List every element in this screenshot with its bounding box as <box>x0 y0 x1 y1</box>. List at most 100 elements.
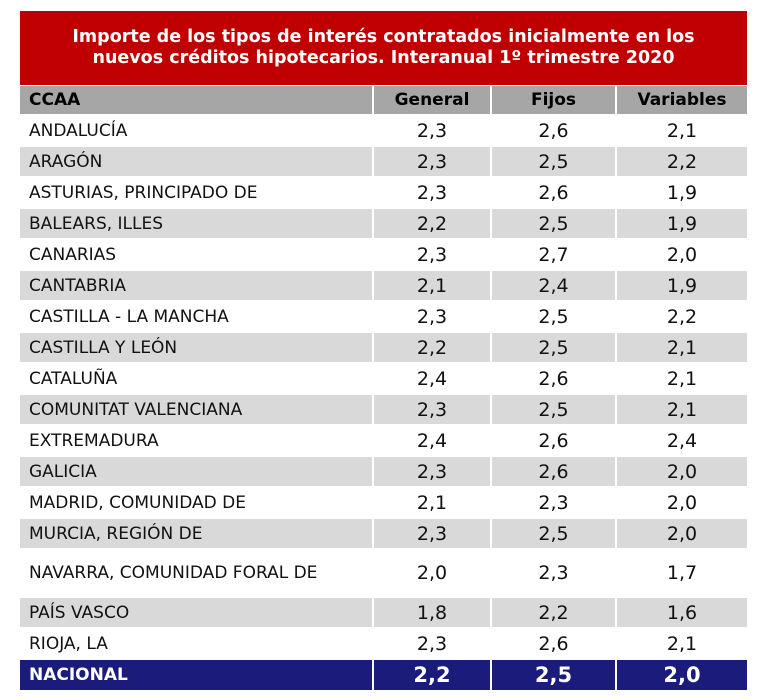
table-row: MADRID, COMUNIDAD DE 2,1 2,3 2,0 <box>20 488 747 519</box>
header-variables: Variables <box>615 86 747 116</box>
cell-general: 2,2 <box>372 333 490 364</box>
table-row: MURCIA, REGIÓN DE 2,3 2,5 2,0 <box>20 519 747 550</box>
cell-general: 2,3 <box>372 240 490 271</box>
cell-general: 2,2 <box>372 209 490 240</box>
cell-fijos: 2,5 <box>490 209 615 240</box>
cell-ccaa: MURCIA, REGIÓN DE <box>20 519 372 550</box>
cell-ccaa: EXTREMADURA <box>20 426 372 457</box>
cell-variables: 1,7 <box>615 550 747 598</box>
total-cell-variables: 2,0 <box>615 660 747 690</box>
cell-variables: 1,6 <box>615 598 747 629</box>
cell-variables: 2,4 <box>615 426 747 457</box>
cell-fijos: 2,7 <box>490 240 615 271</box>
cell-variables: 2,1 <box>615 364 747 395</box>
total-cell-ccaa: NACIONAL <box>20 660 372 690</box>
cell-ccaa: CANARIAS <box>20 240 372 271</box>
total-row: NACIONAL 2,2 2,5 2,0 <box>20 660 747 690</box>
cell-general: 2,3 <box>372 395 490 426</box>
header-fijos: Fijos <box>490 86 615 116</box>
table-row: CANARIAS 2,3 2,7 2,0 <box>20 240 747 271</box>
total-cell-general: 2,2 <box>372 660 490 690</box>
cell-ccaa: CASTILLA Y LEÓN <box>20 333 372 364</box>
cell-variables: 1,9 <box>615 209 747 240</box>
table-row: CATALUÑA 2,4 2,6 2,1 <box>20 364 747 395</box>
table-row: BALEARS, ILLES 2,2 2,5 1,9 <box>20 209 747 240</box>
table-row: CANTABRIA 2,1 2,4 1,9 <box>20 271 747 302</box>
cell-ccaa: NAVARRA, COMUNIDAD FORAL DE <box>20 550 372 598</box>
cell-variables: 2,0 <box>615 519 747 550</box>
table-row: COMUNITAT VALENCIANA 2,3 2,5 2,1 <box>20 395 747 426</box>
cell-general: 2,3 <box>372 457 490 488</box>
cell-fijos: 2,5 <box>490 333 615 364</box>
cell-fijos: 2,3 <box>490 550 615 598</box>
cell-general: 1,8 <box>372 598 490 629</box>
table-row: CASTILLA Y LEÓN 2,2 2,5 2,1 <box>20 333 747 364</box>
table-row: PAÍS VASCO 1,8 2,2 1,6 <box>20 598 747 629</box>
cell-variables: 2,0 <box>615 457 747 488</box>
cell-variables: 2,1 <box>615 333 747 364</box>
cell-fijos: 2,4 <box>490 271 615 302</box>
table-row: CASTILLA - LA MANCHA 2,3 2,5 2,2 <box>20 302 747 333</box>
table-row: EXTREMADURA 2,4 2,6 2,4 <box>20 426 747 457</box>
table-title-line-1: Importe de los tipos de interés contrata… <box>72 27 695 47</box>
cell-fijos: 2,6 <box>490 364 615 395</box>
table-row: ASTURIAS, PRINCIPADO DE 2,3 2,6 1,9 <box>20 178 747 209</box>
cell-ccaa: BALEARS, ILLES <box>20 209 372 240</box>
cell-ccaa: ASTURIAS, PRINCIPADO DE <box>20 178 372 209</box>
cell-general: 2,3 <box>372 629 490 660</box>
cell-general: 2,0 <box>372 550 490 598</box>
cell-general: 2,3 <box>372 147 490 178</box>
cell-variables: 2,0 <box>615 488 747 519</box>
cell-fijos: 2,6 <box>490 116 615 147</box>
cell-fijos: 2,6 <box>490 426 615 457</box>
cell-ccaa: CANTABRIA <box>20 271 372 302</box>
cell-general: 2,3 <box>372 116 490 147</box>
cell-general: 2,3 <box>372 178 490 209</box>
header-ccaa: CCAA <box>20 86 372 116</box>
cell-ccaa: MADRID, COMUNIDAD DE <box>20 488 372 519</box>
cell-variables: 2,1 <box>615 629 747 660</box>
table-title: Importe de los tipos de interés contrata… <box>20 11 747 85</box>
cell-general: 2,1 <box>372 488 490 519</box>
cell-ccaa: RIOJA, LA <box>20 629 372 660</box>
cell-general: 2,3 <box>372 302 490 333</box>
cell-general: 2,3 <box>372 519 490 550</box>
cell-variables: 2,2 <box>615 302 747 333</box>
header-row: CCAA General Fijos Variables <box>20 86 747 116</box>
header-general: General <box>372 86 490 116</box>
total-cell-fijos: 2,5 <box>490 660 615 690</box>
cell-fijos: 2,2 <box>490 598 615 629</box>
cell-ccaa: ANDALUCÍA <box>20 116 372 147</box>
cell-fijos: 2,5 <box>490 395 615 426</box>
cell-ccaa: PAÍS VASCO <box>20 598 372 629</box>
cell-fijos: 2,6 <box>490 457 615 488</box>
cell-variables: 2,1 <box>615 395 747 426</box>
table-row: NAVARRA, COMUNIDAD FORAL DE 2,0 2,3 1,7 <box>20 550 747 598</box>
cell-ccaa: CASTILLA - LA MANCHA <box>20 302 372 333</box>
cell-general: 2,4 <box>372 426 490 457</box>
cell-variables: 1,9 <box>615 178 747 209</box>
interest-rate-table: CCAA General Fijos Variables ANDALUCÍA 2,… <box>20 86 747 690</box>
cell-fijos: 2,5 <box>490 519 615 550</box>
table-row: ARAGÓN 2,3 2,5 2,2 <box>20 147 747 178</box>
table-title-line-2: nuevos créditos hipotecarios. Interanual… <box>92 48 675 68</box>
cell-variables: 2,1 <box>615 116 747 147</box>
cell-ccaa: GALICIA <box>20 457 372 488</box>
cell-fijos: 2,6 <box>490 178 615 209</box>
cell-general: 2,1 <box>372 271 490 302</box>
table-body: ANDALUCÍA 2,3 2,6 2,1 ARAGÓN 2,3 2,5 2,2 ASTURIA… <box>20 116 747 690</box>
cell-fijos: 2,6 <box>490 629 615 660</box>
table-row: GALICIA 2,3 2,6 2,0 <box>20 457 747 488</box>
table-row: RIOJA, LA 2,3 2,6 2,1 <box>20 629 747 660</box>
cell-fijos: 2,5 <box>490 147 615 178</box>
cell-ccaa: COMUNITAT VALENCIANA <box>20 395 372 426</box>
cell-fijos: 2,3 <box>490 488 615 519</box>
cell-general: 2,4 <box>372 364 490 395</box>
cell-ccaa: ARAGÓN <box>20 147 372 178</box>
table-row: ANDALUCÍA 2,3 2,6 2,1 <box>20 116 747 147</box>
cell-variables: 2,0 <box>615 240 747 271</box>
cell-variables: 2,2 <box>615 147 747 178</box>
cell-ccaa: CATALUÑA <box>20 364 372 395</box>
cell-variables: 1,9 <box>615 271 747 302</box>
